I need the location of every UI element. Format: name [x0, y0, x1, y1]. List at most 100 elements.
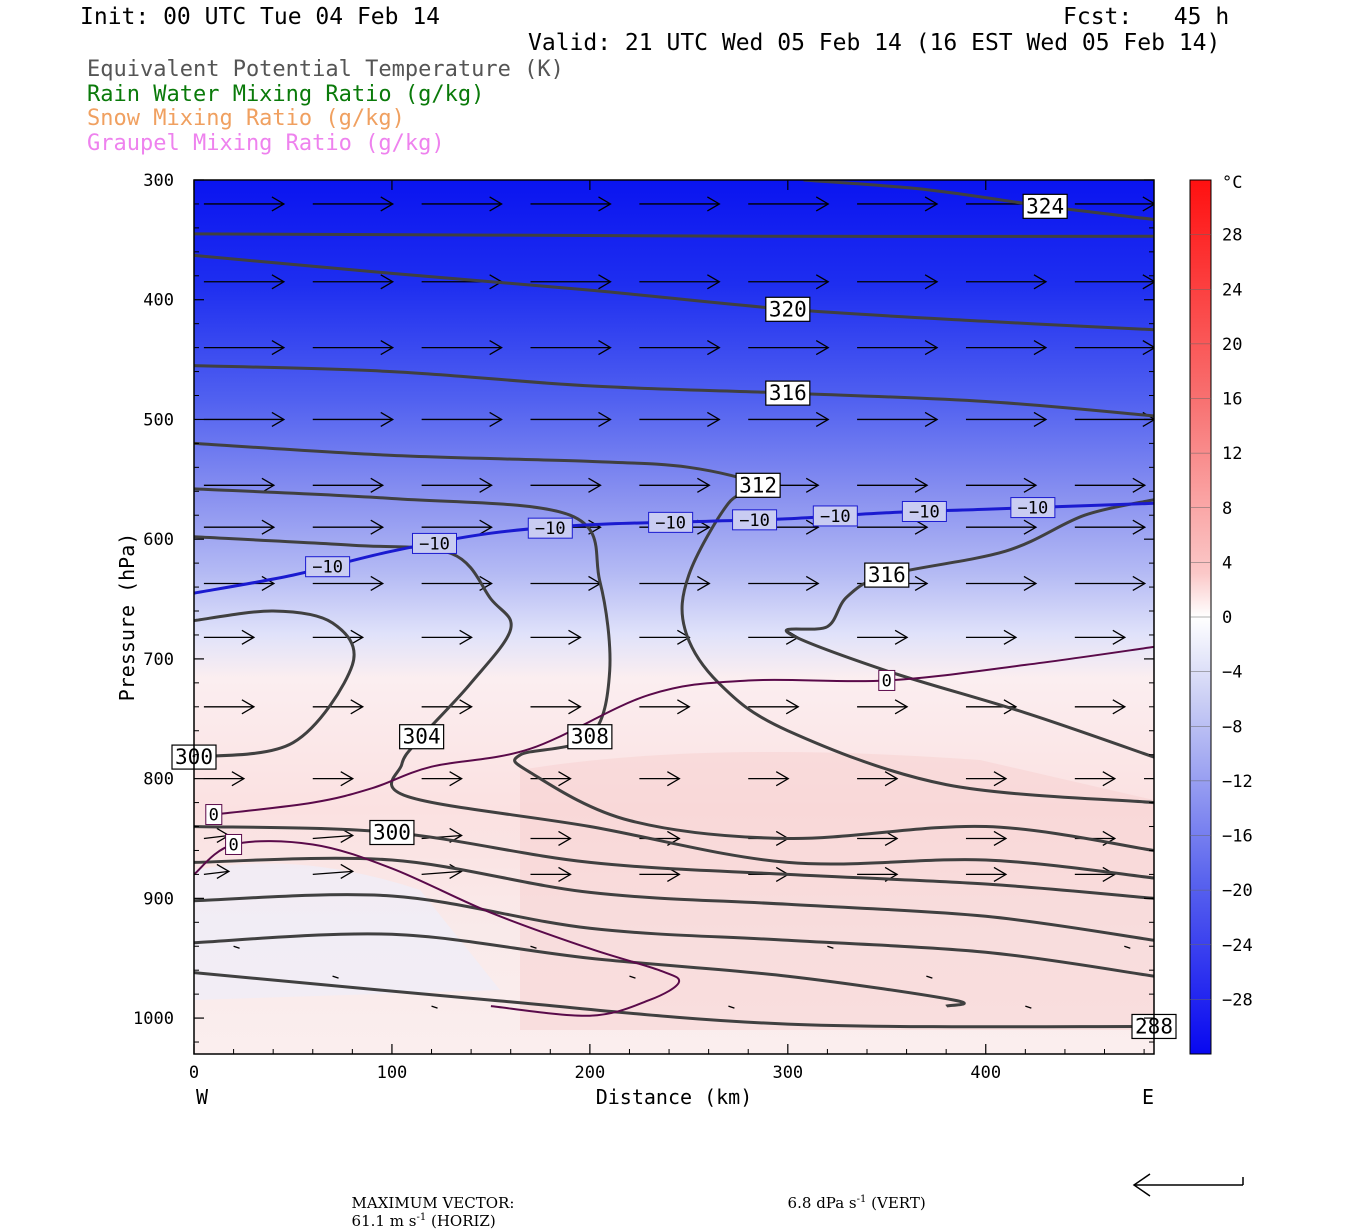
wind-vector-small	[431, 1005, 438, 1009]
wind-vector-head	[479, 477, 493, 493]
wind-vector-head	[558, 771, 572, 787]
isotherm-label: −10	[648, 511, 694, 533]
wind-vector	[530, 340, 612, 356]
colorbar-tick-label: 28	[1222, 226, 1242, 246]
contour-label: 300	[369, 819, 415, 846]
wind-vector-head	[1023, 575, 1038, 592]
wind-vector-head	[370, 519, 385, 535]
wind-vector-head	[1142, 274, 1154, 290]
contour-label: 324	[1022, 193, 1068, 219]
wind-vector	[421, 771, 463, 787]
wind-vector-head	[993, 830, 1008, 847]
contour-label-text: 320	[769, 297, 807, 321]
colorbar-tick-label: 12	[1222, 444, 1242, 464]
wind-vector-head	[370, 477, 385, 493]
wind-vector	[421, 340, 503, 356]
colorbar-tick-label: 4	[1222, 553, 1232, 573]
colorbar-tick-label: −20	[1222, 881, 1253, 901]
x-tick-label: 100	[377, 1063, 408, 1083]
horiz-tag: (HORIZ)	[430, 1212, 496, 1230]
wind-vector	[530, 274, 612, 290]
isotherm-label-text: 0	[209, 806, 219, 826]
cross-section-chart: 324 320 316 312 316 308 304 300 300 28 8 −10 −10 −10 −…	[115, 171, 1253, 1197]
wind-vector-head	[707, 340, 721, 356]
colorbar-tick-label: 16	[1222, 390, 1242, 410]
wind-vector-head	[261, 477, 276, 493]
wind-vector-head	[805, 477, 820, 493]
colorbar-tick-label: −28	[1222, 990, 1253, 1010]
wind-vector-head	[598, 411, 612, 428]
isotherm-label-box	[648, 511, 694, 533]
wind-vector	[639, 196, 721, 212]
isotherm-line	[213, 645, 1154, 816]
wind-vector	[421, 477, 493, 493]
wind-vector	[203, 274, 286, 290]
x-tick-label: 400	[970, 1063, 1001, 1083]
wind-vector	[421, 411, 503, 428]
wind-vector-head	[924, 196, 939, 212]
wind-vector-head	[271, 196, 286, 212]
wind-vector	[530, 411, 612, 428]
wind-vector	[1074, 196, 1154, 212]
wind-vector-head	[815, 274, 830, 290]
colorbar: 28 24 20 16 12 8 4 0 −4 −8 −12 −16 −20 −24 −28 °C	[1189, 173, 1253, 1055]
wind-vector-head	[568, 629, 582, 645]
wind-vector-head	[1023, 477, 1038, 493]
wind-vector	[203, 519, 276, 535]
contour-label: 316	[765, 380, 811, 406]
wind-vector-head	[380, 340, 395, 356]
isotherm-label-text: −10	[909, 502, 940, 522]
wind-vector-shaft	[312, 834, 353, 840]
isotherm-label: 0	[205, 804, 223, 826]
isotherm-label-box	[1010, 497, 1056, 519]
wind-vector	[1074, 575, 1147, 592]
isotherm-label-text: −10	[655, 513, 686, 533]
wind-vector-head	[707, 411, 721, 428]
isotherm-label-box	[411, 532, 457, 554]
max-vector-title: MAXIMUM VECTOR:	[351, 1194, 515, 1212]
wind-vector	[312, 196, 395, 212]
wind-vector	[857, 771, 899, 787]
isotherm-label-text: −10	[419, 534, 450, 554]
contour-label-text: 304	[403, 725, 441, 749]
wind-vector-head	[449, 771, 463, 787]
theta-e-line	[194, 441, 1154, 805]
theta-e-line	[194, 364, 1154, 418]
theta-e-line	[784, 498, 1154, 759]
legend-snow: Snow Mixing Ratio (g/kg)	[87, 106, 405, 131]
wind-vector-head	[924, 274, 939, 290]
wind-vector-small	[827, 945, 834, 949]
wind-vector	[857, 274, 939, 290]
colorbar-tick-label: 0	[1222, 608, 1232, 628]
wind-vector-head	[241, 629, 256, 645]
wind-vector	[312, 771, 355, 787]
wind-vector-head	[588, 477, 602, 493]
wind-vector-small	[728, 1005, 735, 1009]
isotherm-label-text: 0	[228, 835, 238, 855]
isotherm-label-box	[878, 669, 896, 691]
wind-vector-head	[1003, 629, 1018, 645]
wind-vector-head	[894, 699, 909, 715]
wind-vector-head	[815, 411, 830, 428]
wind-vector-head	[707, 274, 721, 290]
theta-e-line	[194, 253, 1154, 332]
vert-max-value: 6.8	[787, 1194, 812, 1212]
wind-vector	[748, 575, 820, 592]
contour-label-text: 308	[571, 725, 609, 749]
wind-vector-head	[598, 274, 612, 290]
wind-vector	[312, 575, 385, 592]
wind-vector-head	[815, 196, 830, 212]
wind-vector-head	[1023, 519, 1038, 535]
isotherm-label: −10	[527, 517, 573, 539]
wind-vector-head	[805, 519, 820, 535]
colorbar-tick-label: −4	[1222, 663, 1242, 683]
wind-vector-small	[332, 975, 339, 979]
wind-vector-shaft	[203, 834, 229, 840]
x-end-east: E	[1142, 1085, 1154, 1109]
init-time: Init: 00 UTC Tue 04 Feb 14	[80, 4, 441, 30]
wind-vector-head	[380, 411, 395, 428]
wind-vector-head	[815, 340, 830, 356]
wind-vector-head	[241, 699, 256, 715]
wind-vector-small	[629, 975, 636, 979]
contour-label-box	[864, 562, 910, 588]
